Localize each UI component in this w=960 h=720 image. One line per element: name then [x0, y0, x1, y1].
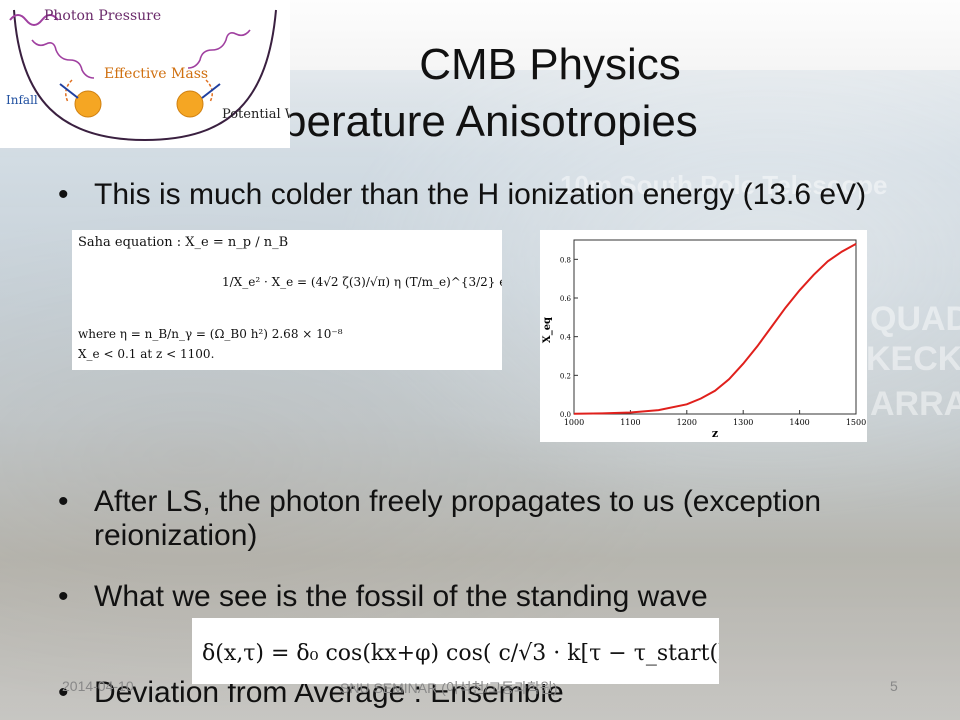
y-tick-label: 0.0 — [560, 411, 571, 419]
ionization-chart-svg: 1000 1100 1200 1300 1400 15000.00.20.40.60.8 … — [542, 239, 866, 440]
bg-text-array: ARRAY — [870, 385, 960, 423]
bg-text-spt: 10m South Pole Telescope — [560, 170, 888, 200]
x-tick-label: 1100 — [620, 418, 640, 427]
bg-text-quad: QUAD — [870, 300, 960, 338]
standing-wave-equation-graphic: δ(x,τ) = δ₀ cos(kx+φ) cos( c/√3 · k[τ − … — [202, 641, 764, 666]
x-tick-label: 1400 — [789, 418, 809, 427]
bullet-dot: • — [58, 580, 69, 613]
saha-line-3: where η = n_B/n_γ = (Ω_B0 h²) 2.68 × 10⁻… — [78, 327, 343, 341]
y-tick-label: 0.2 — [560, 372, 571, 380]
bullet-1-text: This is much colder than the H ionizatio… — [94, 178, 867, 211]
y-tick-label: 0.8 — [560, 256, 571, 264]
bullet-dot: • — [58, 485, 69, 518]
y-tick-label: 0.6 — [560, 295, 572, 303]
saha-equation-graphic: Saha equation : X_e = n_p / n_B 1/X_e² ·… — [78, 235, 566, 361]
label-potential-well: Potential Well — [222, 107, 290, 122]
potential-well-diagram: Photon Pressure Effective Mass Infall Po… — [0, 0, 313, 148]
wave-equation-text: δ(x,τ) = δ₀ cos(kx+φ) cos( c/√3 · k[τ − … — [202, 641, 719, 666]
x-tick-label: 1300 — [733, 418, 753, 427]
bullet-1: • This is much colder than the H ionizat… — [58, 178, 898, 238]
saha-line-4: X_e < 0.1 at z < 1100. — [78, 347, 214, 361]
standing-wave-equation-box: δ(x,τ) = δ₀ cos(kx+φ) cos( c/√3 · k[τ − … — [192, 618, 764, 684]
x-tick-label: 1200 — [677, 418, 697, 427]
y-tick-label: 0.4 — [560, 334, 572, 342]
footer-page-number: 5 — [890, 678, 898, 694]
bullet-dot: • — [58, 676, 69, 709]
bullet-2-text: After LS, the photon freely propagates t… — [94, 485, 822, 552]
x-tick-label: 1000 — [564, 418, 584, 427]
bullet-3-text: What we see is the fossil of the standin… — [94, 580, 708, 613]
label-effective-mass: Effective Mass — [104, 66, 208, 82]
y-axis-label: X_eq — [542, 317, 553, 343]
footer-center: SNU SEMINAR (이석천/고등과학원) — [340, 680, 558, 696]
bg-text-keck: KECK — [866, 340, 960, 378]
label-photon-pressure: Photon Pressure — [44, 8, 161, 24]
bullet-dot: • — [58, 178, 69, 211]
x-tick-label: 1500 — [846, 418, 866, 427]
slide-title-line1: CMB Physics — [419, 40, 681, 89]
saha-equation-box: Saha equation : X_e = n_p / n_B 1/X_e² ·… — [72, 230, 566, 370]
potential-well-graphic: Photon Pressure Effective Mass Infall Po… — [6, 8, 313, 142]
plot-frame — [573, 239, 857, 415]
series-line — [573, 243, 857, 415]
saha-line-1: Saha equation : X_e = n_p / n_B — [78, 235, 288, 250]
ionization-fraction-plot: 1000 1100 1200 1300 1400 1500 0.0 0.2 0.4 0.6 0.8 … — [540, 230, 867, 442]
slide-title-line2: perature Anisotropies — [282, 97, 698, 146]
x-axis-label: z — [712, 427, 718, 440]
footer-date: 2014-04-10 — [62, 678, 134, 694]
label-infall: Infall — [6, 93, 38, 107]
saha-line-2: 1/X_e² · X_e = (4√2 ζ(3)/√π) η (T/m_e)^{… — [222, 275, 502, 289]
